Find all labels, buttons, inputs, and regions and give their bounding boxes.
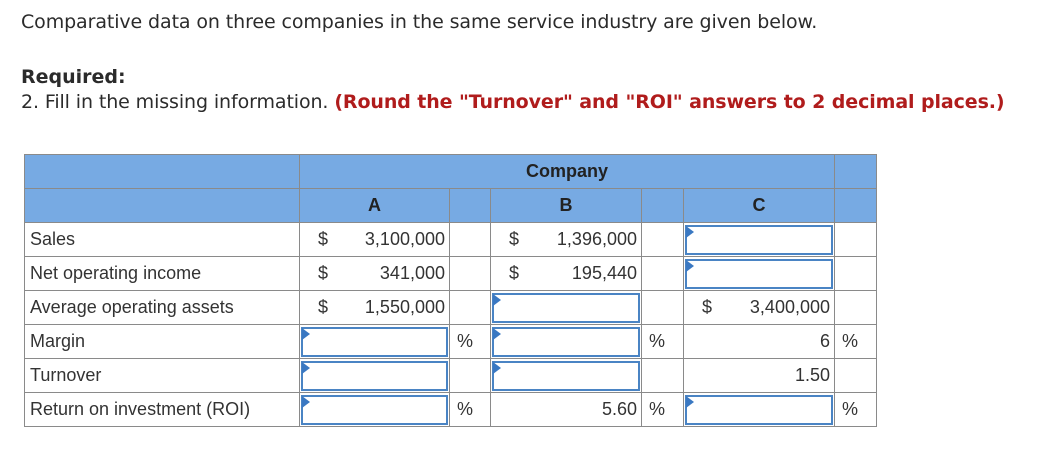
empty-cell — [834, 222, 877, 257]
row-label: Return on investment (ROI) — [24, 392, 300, 427]
cell-c-assets: $3,400,000 — [683, 290, 835, 325]
empty-cell — [641, 256, 684, 291]
rounding-hint: (Round the "Turnover" and "ROI" answers … — [334, 91, 1005, 113]
dollar-sign: $ — [509, 263, 520, 283]
dollar-sign: $ — [702, 297, 713, 317]
input-b-average-operating-assets[interactable] — [494, 294, 638, 321]
dollar-sign: $ — [318, 263, 329, 283]
empty-cell — [449, 290, 491, 325]
value: 195,440 — [571, 263, 637, 283]
column-header-c: C — [683, 188, 835, 223]
comparison-table: Company A B C Sales $3,100,000 $1,396,00… — [24, 154, 877, 427]
cell-a-assets: $1,550,000 — [299, 290, 450, 325]
input-flag-icon — [493, 361, 501, 374]
row-label: Net operating income — [24, 256, 300, 291]
dollar-sign: $ — [509, 229, 520, 249]
required-instruction: 2. Fill in the missing information. (Rou… — [21, 91, 1005, 113]
empty-cell — [449, 222, 491, 257]
empty-cell — [834, 256, 877, 291]
header-row-group: Company — [24, 154, 877, 189]
input-b-margin[interactable] — [494, 328, 638, 355]
table-row-roi: Return on investment (ROI) % 5.60 % % — [24, 392, 877, 427]
column-header-b: B — [490, 188, 642, 223]
row-label: Turnover — [24, 358, 300, 393]
row-label: Average operating assets — [24, 290, 300, 325]
dollar-sign: $ — [318, 297, 329, 317]
input-a-turnover[interactable] — [303, 362, 446, 389]
table-row-margin: Margin % % 6 % — [24, 324, 877, 359]
table-row-turnover: Turnover 1.50 — [24, 358, 877, 393]
input-flag-icon — [302, 361, 310, 374]
input-flag-icon — [686, 259, 694, 272]
table-row-net-operating-income: Net operating income $341,000 $195,440 — [24, 256, 877, 291]
percent-sign: % — [641, 324, 684, 359]
table-row-sales: Sales $3,100,000 $1,396,000 — [24, 222, 877, 257]
cell-b-sales: $1,396,000 — [490, 222, 642, 257]
cell-a-noi: $341,000 — [299, 256, 450, 291]
header-blank — [641, 188, 684, 223]
row-label: Margin — [24, 324, 300, 359]
value: 3,400,000 — [749, 297, 830, 317]
cell-b-noi: $195,440 — [490, 256, 642, 291]
required-heading: Required: — [21, 66, 126, 88]
percent-sign: % — [641, 392, 684, 427]
input-b-turnover[interactable] — [494, 362, 638, 389]
percent-sign: % — [449, 392, 491, 427]
empty-cell — [641, 222, 684, 257]
cell-c-noi — [683, 256, 835, 291]
cell-a-margin — [299, 324, 450, 359]
percent-sign: % — [449, 324, 491, 359]
dollar-sign: $ — [318, 229, 329, 249]
input-a-margin[interactable] — [303, 328, 446, 355]
cell-c-roi — [683, 392, 835, 427]
header-row-columns: A B C — [24, 188, 877, 223]
header-blank — [449, 188, 491, 223]
input-flag-icon — [302, 327, 310, 340]
input-c-sales[interactable] — [687, 226, 831, 253]
cell-a-roi — [299, 392, 450, 427]
cell-b-turnover — [490, 358, 642, 393]
percent-sign: % — [834, 392, 877, 427]
value: 1,396,000 — [556, 229, 637, 249]
cell-c-sales — [683, 222, 835, 257]
input-a-roi[interactable] — [303, 396, 446, 423]
input-c-roi[interactable] — [687, 396, 831, 423]
cell-a-sales: $3,100,000 — [299, 222, 450, 257]
cell-b-roi: 5.60 — [490, 392, 642, 427]
value: 3,100,000 — [364, 229, 445, 249]
cell-a-turnover — [299, 358, 450, 393]
input-flag-icon — [302, 395, 310, 408]
empty-cell — [449, 256, 491, 291]
empty-cell — [834, 358, 877, 393]
input-flag-icon — [493, 327, 501, 340]
header-blank — [834, 188, 877, 223]
column-header-a: A — [299, 188, 450, 223]
value: 341,000 — [379, 263, 445, 283]
company-header: Company — [299, 154, 835, 189]
percent-sign: % — [834, 324, 877, 359]
cell-c-turnover: 1.50 — [683, 358, 835, 393]
input-flag-icon — [686, 395, 694, 408]
empty-cell — [834, 290, 877, 325]
empty-cell — [641, 290, 684, 325]
cell-b-margin — [490, 324, 642, 359]
table-row-average-operating-assets: Average operating assets $1,550,000 $3,4… — [24, 290, 877, 325]
instruction-text: 2. Fill in the missing information. — [21, 91, 329, 113]
empty-cell — [641, 358, 684, 393]
header-blank — [24, 154, 300, 189]
header-blank — [834, 154, 877, 189]
input-flag-icon — [686, 225, 694, 238]
value: 1,550,000 — [364, 297, 445, 317]
input-flag-icon — [493, 293, 501, 306]
cell-c-margin: 6 — [683, 324, 835, 359]
input-c-net-operating-income[interactable] — [687, 260, 831, 287]
cell-b-assets — [490, 290, 642, 325]
intro-text: Comparative data on three companies in t… — [21, 11, 818, 33]
row-label: Sales — [24, 222, 300, 257]
header-blank — [24, 188, 300, 223]
empty-cell — [449, 358, 491, 393]
